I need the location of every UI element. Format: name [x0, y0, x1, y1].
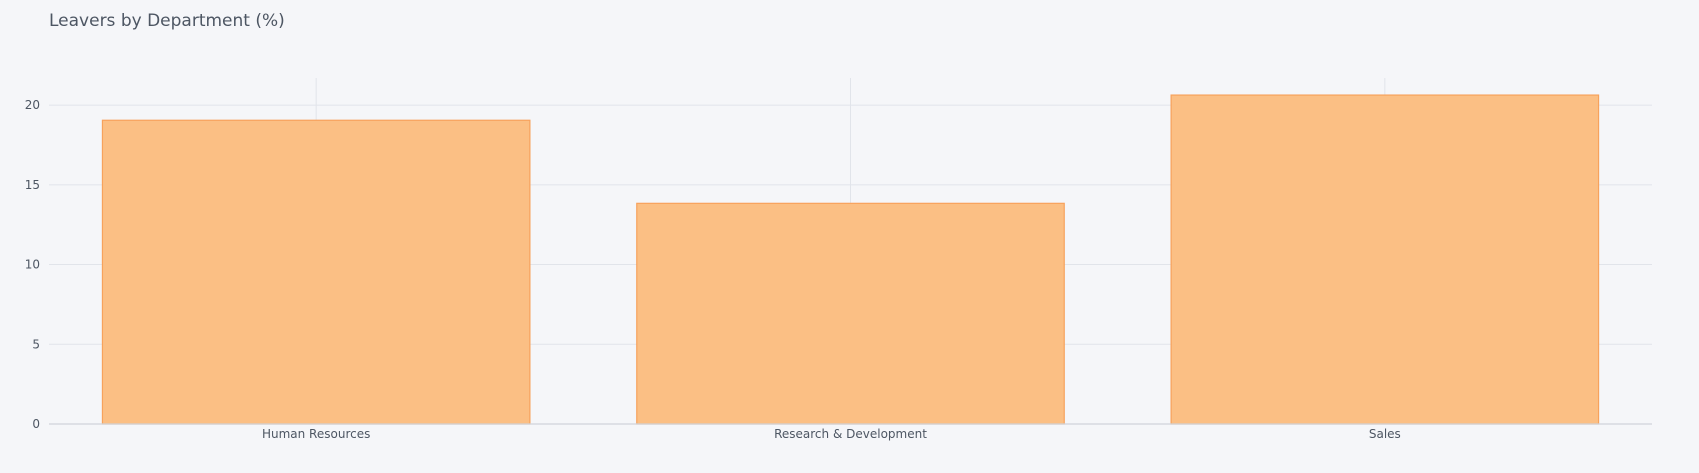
x-tick-label: Research & Development [774, 427, 927, 441]
bar [636, 202, 1065, 425]
y-tick-label: 0 [32, 417, 40, 431]
y-tick-label: 20 [25, 98, 40, 112]
x-tick-label: Sales [1369, 427, 1401, 441]
y-tick-label: 5 [32, 337, 40, 351]
x-tick-label: Human Resources [262, 427, 370, 441]
axis-layer: 0 5 10 15 20 Human Resources Research & Develo… [25, 98, 1652, 441]
chart-title: Leavers by Department (%) [49, 11, 285, 31]
bar [1170, 94, 1600, 425]
y-tick-label: 10 [25, 258, 40, 272]
y-tick-label: 15 [25, 178, 40, 192]
bar [101, 119, 531, 425]
bar-layer [101, 94, 1600, 425]
